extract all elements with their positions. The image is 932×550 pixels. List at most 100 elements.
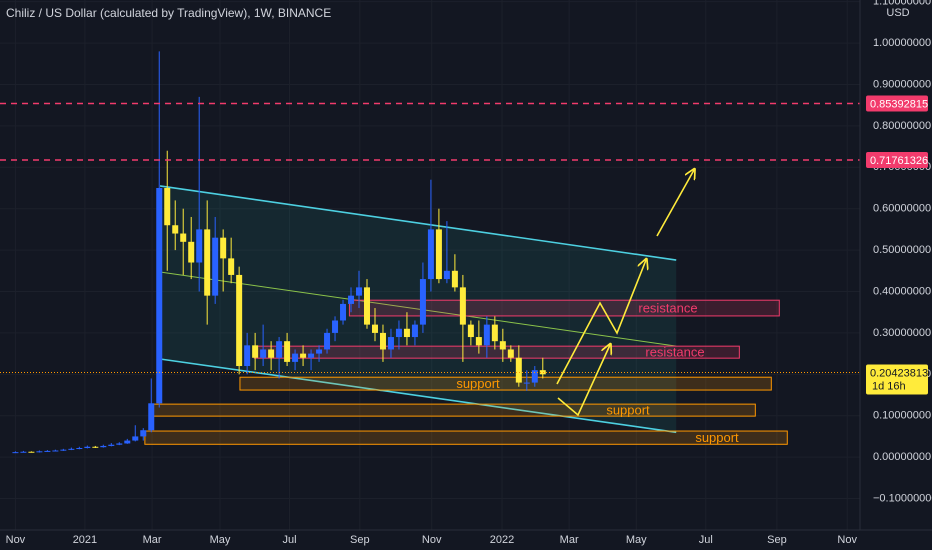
unit-label: USD [886, 7, 909, 19]
candle-body [324, 332, 331, 350]
price-label: 0.20423813 [870, 367, 928, 379]
candle-body [172, 225, 179, 234]
candle-body [507, 349, 514, 358]
candle-body [499, 341, 506, 350]
candle-body [100, 445, 107, 448]
candle-body [76, 448, 83, 450]
x-tick-label: Nov [422, 534, 442, 546]
x-tick-label: Jul [699, 534, 713, 546]
candle-body [20, 451, 27, 453]
candle-body [379, 332, 386, 350]
arrow [557, 345, 610, 417]
candle-body [387, 337, 394, 350]
candle-body [515, 357, 522, 383]
candle-body [164, 187, 171, 226]
candle-body [140, 430, 147, 437]
x-tick-label: Mar [143, 534, 162, 546]
price-axis [860, 0, 932, 530]
x-tick-label: Sep [350, 534, 370, 546]
price-label: 0.71761326 [870, 155, 928, 167]
x-tick-label: Mar [560, 534, 579, 546]
zone [152, 403, 756, 417]
candle-body [52, 450, 59, 452]
candle-body [419, 279, 426, 325]
price-label: 0.85392815 [870, 98, 928, 110]
candle-body [491, 324, 498, 342]
zone-label: support [695, 430, 739, 445]
candle-body [60, 449, 67, 451]
zone-label: support [456, 376, 500, 391]
candle-body [435, 229, 442, 280]
y-tick-label: 1.00000000 [873, 37, 931, 49]
candle-body [180, 233, 187, 242]
candle-body [292, 353, 299, 362]
candle-body [356, 287, 363, 296]
x-tick-label: Sep [767, 534, 787, 546]
y-tick-label: 0.50000000 [873, 244, 931, 256]
price-label-box [866, 95, 928, 112]
candle-body [539, 370, 546, 375]
candle-body [363, 287, 370, 325]
candle-body [284, 341, 291, 362]
zone [239, 376, 772, 391]
arrow [556, 260, 646, 385]
candle-body [252, 345, 259, 358]
candle-body [124, 440, 131, 444]
countdown-label: 1d 16h [872, 380, 906, 392]
candle-body [236, 274, 243, 367]
zone [348, 299, 780, 317]
channel-line [159, 271, 677, 347]
y-tick-label: 0.80000000 [873, 120, 931, 132]
y-tick-label: 0.90000000 [873, 78, 931, 90]
x-tick-label: Jul [282, 534, 296, 546]
y-tick-label: 0.00000000 [873, 451, 931, 463]
arrow [656, 170, 694, 237]
price-label-box [866, 151, 928, 168]
candle-body [196, 229, 203, 263]
candle-body [28, 451, 35, 453]
candle-body [260, 349, 267, 358]
candle-body [108, 444, 115, 446]
candle-body [188, 241, 195, 263]
candle-body [92, 446, 99, 448]
candle-body [371, 324, 378, 333]
candle-body [483, 324, 490, 346]
y-tick-label: 0.10000000 [873, 410, 931, 422]
candle-body [443, 270, 450, 280]
candle-body [475, 337, 482, 346]
candle-body [403, 328, 410, 338]
candle-body [411, 324, 418, 338]
candle-body [244, 345, 251, 367]
axes: 1.10000000 1.00000000 0.90000000 0.80000000… [6, 0, 932, 546]
y-tick-label: 0.40000000 [873, 285, 931, 297]
chart-title: Chiliz / US Dollar (calculated by Tradin… [6, 6, 331, 20]
candle-body [132, 436, 139, 441]
candle-body [36, 451, 43, 453]
candle-body [116, 443, 123, 445]
channel-line [159, 185, 677, 261]
candle-body [156, 187, 163, 404]
candle-body [467, 324, 474, 338]
candle-body [523, 382, 530, 384]
candle-body [332, 320, 339, 333]
plot-area: resistance resistance support support suppor… [0, 51, 860, 454]
candle-body [228, 258, 235, 275]
candle-body [276, 341, 283, 358]
candle-body [204, 229, 211, 296]
candle-body [148, 403, 155, 431]
candle-body [316, 349, 323, 354]
y-tick-label: 1.10000000 [873, 0, 931, 8]
x-tick-label: May [210, 534, 231, 546]
y-tick-label: 0.60000000 [873, 203, 931, 215]
candle-body [427, 229, 434, 280]
candle-body [212, 237, 219, 296]
y-tick-label: 0.30000000 [873, 327, 931, 339]
x-tick-label: Nov [6, 534, 26, 546]
x-tick-label: 2022 [490, 534, 514, 546]
candle-body [300, 353, 307, 358]
candle-body [459, 287, 466, 325]
arrows [556, 170, 694, 417]
candle-body [268, 349, 275, 358]
candle-body [451, 270, 458, 288]
